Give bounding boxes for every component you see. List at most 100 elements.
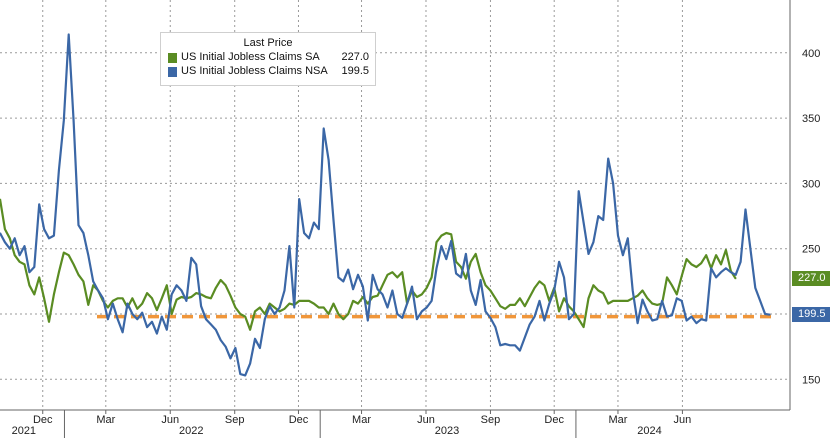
data-point-sa	[141, 303, 143, 305]
data-point-sa	[43, 297, 45, 299]
data-point-nsa	[63, 120, 65, 122]
data-point-sa	[715, 254, 717, 256]
data-point-nsa	[637, 322, 639, 324]
data-point-sa	[259, 306, 261, 309]
x-tick-label: Jun	[674, 414, 692, 426]
data-point-nsa	[651, 319, 653, 322]
data-point-nsa	[754, 287, 756, 289]
data-point-nsa	[126, 303, 129, 305]
data-point-sa	[435, 241, 438, 243]
data-point-sa	[519, 297, 521, 299]
data-point-sa	[239, 313, 241, 315]
x-tick-label: Jun	[417, 414, 435, 426]
data-point-nsa	[225, 346, 227, 348]
data-point-sa	[166, 284, 168, 286]
data-point-sa	[455, 261, 457, 263]
data-point-nsa	[529, 323, 531, 325]
data-point-nsa	[9, 248, 11, 250]
data-point-nsa	[416, 318, 418, 320]
data-point-sa	[48, 321, 50, 323]
data-point-nsa	[303, 232, 305, 234]
data-point-sa	[215, 287, 217, 289]
series-line-nsa	[0, 33, 771, 377]
data-point-nsa	[136, 318, 138, 320]
data-point-sa	[597, 289, 599, 292]
data-point-sa	[705, 254, 707, 256]
data-point-sa	[431, 276, 433, 278]
data-point-nsa	[215, 329, 217, 331]
data-point-sa	[303, 300, 305, 302]
data-point-nsa	[646, 310, 649, 312]
data-point-nsa	[107, 318, 109, 320]
data-point-nsa	[543, 319, 546, 322]
data-point-nsa	[308, 237, 310, 239]
data-point-sa	[274, 306, 276, 309]
x-tick-label: Mar	[608, 414, 627, 426]
legend-label-nsa: US Initial Jobless Claims NSA	[181, 65, 328, 77]
data-point-sa	[53, 293, 55, 295]
data-point-sa	[298, 300, 300, 302]
data-point-nsa	[435, 267, 438, 269]
data-point-nsa	[117, 318, 119, 320]
data-point-sa	[28, 284, 30, 286]
y-tick-label: 150	[802, 374, 820, 386]
data-point-sa	[136, 308, 138, 310]
data-point-sa	[558, 310, 560, 312]
data-point-sa	[38, 276, 40, 278]
data-point-sa	[82, 280, 84, 282]
data-point-nsa	[592, 241, 595, 243]
data-point-nsa	[318, 228, 320, 230]
data-point-sa	[220, 279, 222, 281]
data-point-sa	[686, 258, 688, 260]
data-point-sa	[313, 303, 315, 305]
data-point-sa	[641, 289, 644, 292]
data-point-sa	[578, 318, 580, 320]
data-point-nsa	[323, 127, 325, 130]
data-point-nsa	[740, 261, 742, 263]
data-point-nsa	[234, 347, 236, 349]
data-point-nsa	[431, 300, 433, 302]
data-point-sa	[637, 295, 639, 297]
data-point-sa	[146, 292, 148, 294]
data-point-sa	[602, 292, 604, 294]
data-point-sa	[465, 278, 467, 280]
data-point-sa	[480, 271, 482, 273]
data-point-sa	[377, 295, 379, 297]
data-point-nsa	[764, 313, 766, 315]
data-point-nsa	[185, 300, 187, 302]
data-point-nsa	[33, 266, 35, 268]
data-point-nsa	[180, 289, 183, 292]
data-point-sa	[249, 329, 251, 331]
data-point-sa	[666, 276, 668, 278]
data-point-sa	[195, 292, 197, 294]
data-point-sa	[68, 254, 70, 256]
data-point-sa	[33, 293, 35, 295]
data-point-sa	[4, 228, 6, 230]
data-point-nsa	[426, 306, 428, 309]
data-point-nsa	[58, 169, 60, 171]
data-point-nsa	[176, 284, 178, 286]
year-label: 2021	[12, 425, 36, 437]
data-point-nsa	[573, 313, 575, 315]
data-point-nsa	[725, 267, 727, 269]
data-point-nsa	[450, 240, 452, 242]
data-point-nsa	[563, 276, 565, 278]
data-point-sa	[651, 303, 653, 305]
data-point-sa	[514, 304, 516, 306]
data-point-nsa	[210, 323, 212, 325]
data-point-nsa	[28, 271, 30, 273]
data-point-nsa	[14, 237, 16, 239]
data-point-sa	[627, 300, 629, 302]
data-point-nsa	[553, 289, 555, 292]
data-point-nsa	[254, 338, 256, 340]
data-point-nsa	[92, 280, 94, 282]
data-point-nsa	[538, 300, 541, 302]
data-point-sa	[225, 284, 227, 286]
data-point-nsa	[494, 326, 496, 328]
data-point-nsa	[686, 319, 688, 322]
data-point-nsa	[661, 300, 663, 302]
data-point-sa	[568, 305, 570, 307]
legend-title: Last Price	[243, 37, 293, 49]
data-point-sa	[58, 271, 60, 273]
data-point-sa	[440, 235, 442, 237]
